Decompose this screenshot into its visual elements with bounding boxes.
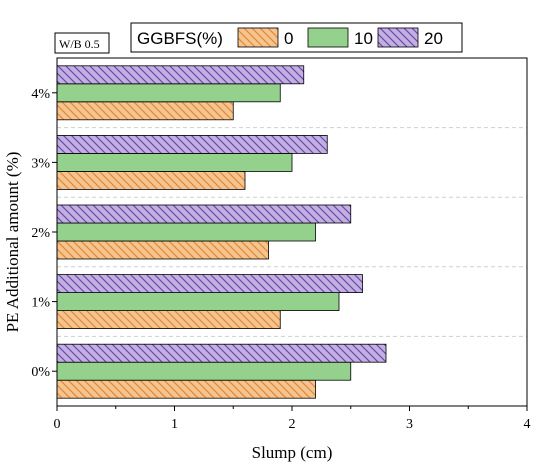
legend: GGBFS(%) 0 10 20 [130,22,463,53]
legend-label-20: 20 [424,29,443,48]
x-axis: 0 1 2 3 4 [54,406,531,432]
legend-swatch-20 [377,27,419,48]
bar-0pct-series-0 [56,379,316,399]
bar-2pct-series-0 [56,240,269,260]
y-tick-label: 1% [31,296,50,311]
legend-label-0: 0 [284,29,293,48]
bar-3pct-series-20 [56,134,328,154]
y-axis-title: PE Additional amount (%) [3,152,22,333]
bar-2pct-series-10 [56,222,316,242]
bar-4pct-series-10 [56,83,281,103]
annotation-box: W/B 0.5 [54,32,110,54]
bar-0pct-series-10 [56,361,352,381]
x-tick-label: 4 [524,417,531,432]
x-tick-label: 0 [54,417,61,432]
bar-3pct-series-10 [56,152,293,172]
bar-4pct-series-0 [56,101,234,121]
bar-1pct-series-10 [56,292,340,312]
y-tick-label: 4% [31,87,50,102]
legend-swatch-10 [307,27,349,48]
bars [56,65,387,399]
y-tick-label: 0% [31,365,50,380]
grid-lines [57,127,527,337]
annotation-text: W/B 0.5 [59,37,100,51]
x-axis-title: Slump (cm) [252,443,333,462]
legend-label-10: 10 [354,29,373,48]
bar-2pct-series-20 [56,204,352,224]
legend-swatch-0 [237,27,279,48]
x-tick-label: 1 [171,417,178,432]
bar-1pct-series-0 [56,310,281,330]
bar-1pct-series-20 [56,274,363,294]
bar-3pct-series-0 [56,170,246,190]
x-tick-label: 3 [406,417,413,432]
y-tick-label: 2% [31,226,50,241]
bar-4pct-series-20 [56,65,305,85]
y-tick-label: 3% [31,156,50,171]
legend-title: GGBFS(%) [137,29,223,48]
bar-0pct-series-20 [56,343,387,363]
y-axis: 0% 1% 2% 3% 4% [31,87,57,380]
x-tick-label: 2 [289,417,296,432]
